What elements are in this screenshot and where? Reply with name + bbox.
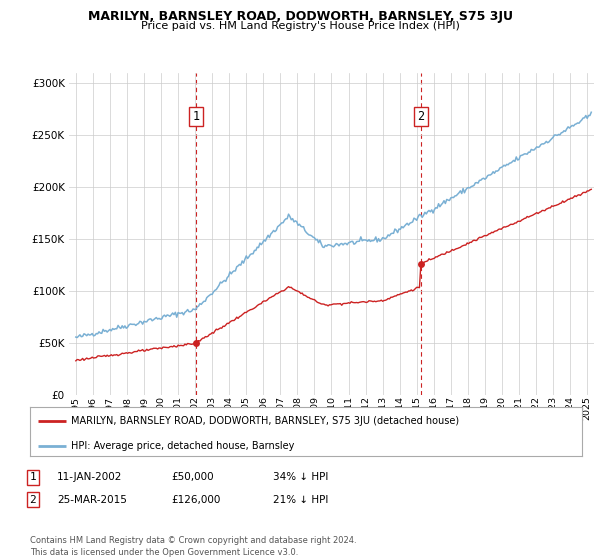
Text: £126,000: £126,000 (171, 494, 220, 505)
Text: 2: 2 (29, 494, 37, 505)
Text: Contains HM Land Registry data © Crown copyright and database right 2024.
This d: Contains HM Land Registry data © Crown c… (30, 536, 356, 557)
Text: 2: 2 (417, 110, 424, 123)
Text: 1: 1 (192, 110, 199, 123)
Text: £50,000: £50,000 (171, 472, 214, 482)
Text: 1: 1 (29, 472, 37, 482)
Text: 25-MAR-2015: 25-MAR-2015 (57, 494, 127, 505)
Text: Price paid vs. HM Land Registry's House Price Index (HPI): Price paid vs. HM Land Registry's House … (140, 21, 460, 31)
Text: 34% ↓ HPI: 34% ↓ HPI (273, 472, 328, 482)
Text: HPI: Average price, detached house, Barnsley: HPI: Average price, detached house, Barn… (71, 441, 295, 451)
Text: MARILYN, BARNSLEY ROAD, DODWORTH, BARNSLEY, S75 3JU: MARILYN, BARNSLEY ROAD, DODWORTH, BARNSL… (88, 10, 512, 23)
Text: 11-JAN-2002: 11-JAN-2002 (57, 472, 122, 482)
Text: MARILYN, BARNSLEY ROAD, DODWORTH, BARNSLEY, S75 3JU (detached house): MARILYN, BARNSLEY ROAD, DODWORTH, BARNSL… (71, 416, 460, 426)
Text: 21% ↓ HPI: 21% ↓ HPI (273, 494, 328, 505)
